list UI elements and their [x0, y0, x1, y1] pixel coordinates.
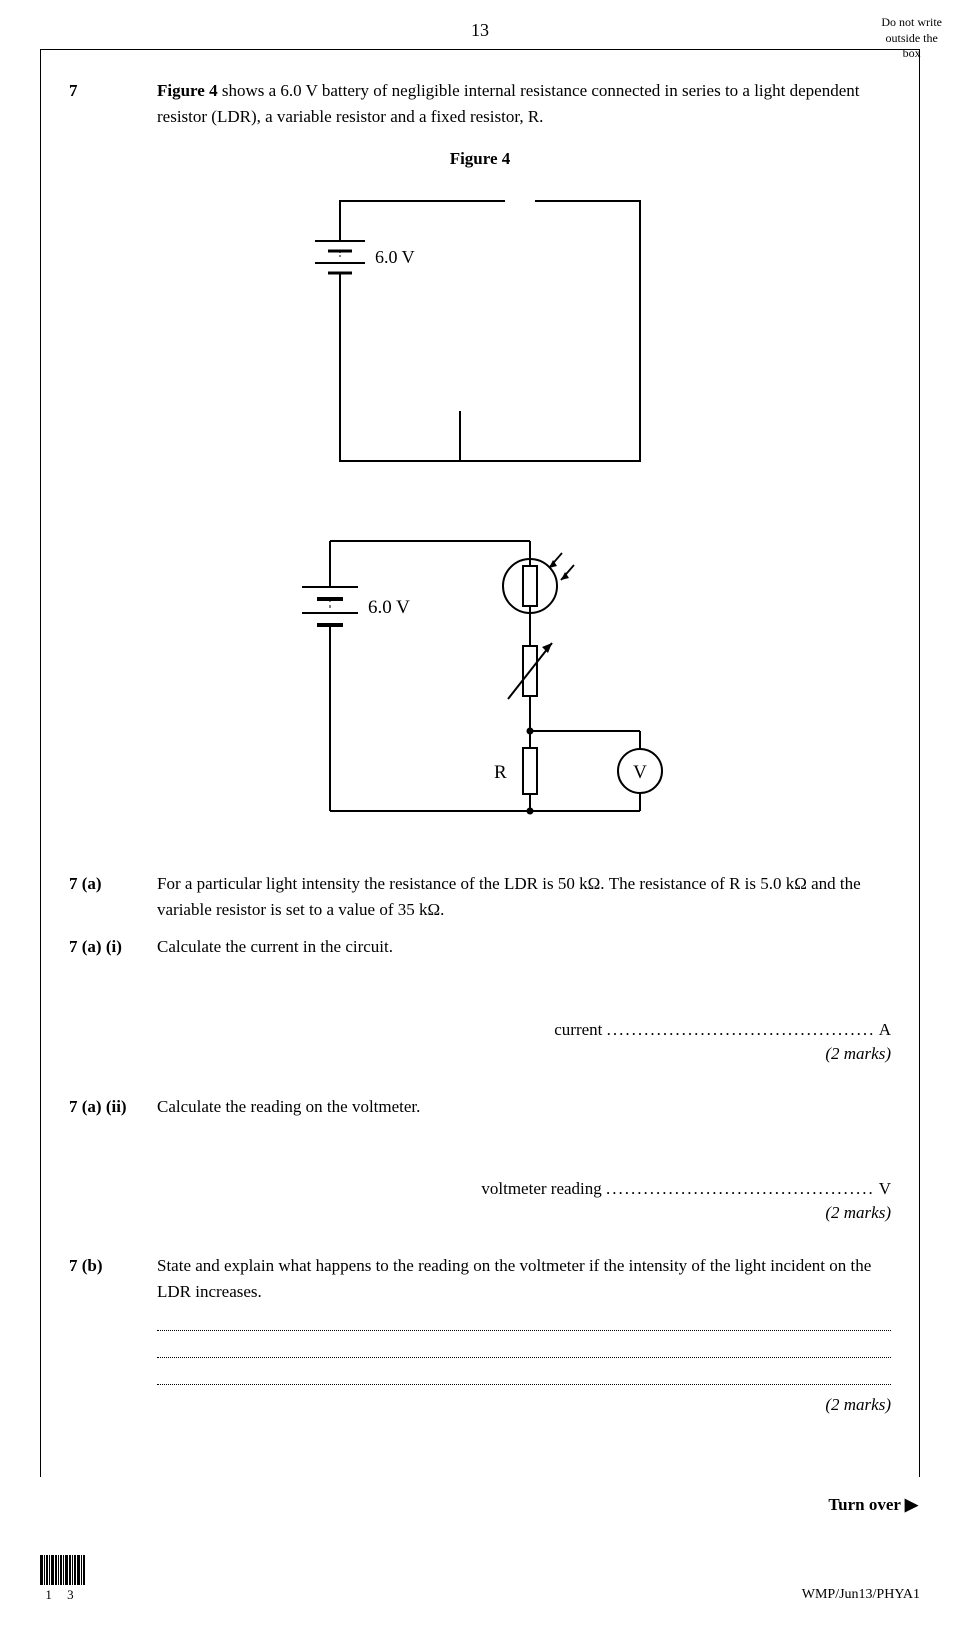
footer: 1 3 WMP/Jun13/PHYA1	[40, 1555, 920, 1603]
answer-line-2	[157, 1357, 891, 1358]
answer-current: current ................................…	[69, 1020, 891, 1040]
wire-bottom-left	[340, 276, 460, 461]
q7ai-text: Calculate the current in the circuit.	[157, 934, 891, 960]
q7-intro-body: Figure 4 shows a 6.0 V battery of neglig…	[157, 78, 891, 129]
circuit-svg: 6.0 V	[260, 181, 700, 491]
q7aii: 7 (a) (ii) Calculate the reading on the …	[69, 1094, 891, 1120]
answer-line-3	[157, 1384, 891, 1385]
q7b-marks: (2 marks)	[69, 1395, 891, 1415]
circuit-diagram-2: 6.0 V	[69, 521, 891, 841]
q7ai-number: 7 (a) (i)	[69, 934, 157, 960]
paper-reference: WMP/Jun13/PHYA1	[802, 1587, 920, 1603]
q7b-text: State and explain what happens to the re…	[157, 1253, 891, 1304]
q7-intro: 7 Figure 4 shows a 6.0 V battery of negl…	[69, 78, 891, 129]
answer-line-1	[157, 1330, 891, 1331]
current-label: current	[554, 1020, 602, 1039]
battery-text: 6.0 V	[368, 597, 410, 618]
q7b: 7 (b) State and explain what happens to …	[69, 1253, 891, 1304]
current-dots: ........................................…	[607, 1020, 876, 1039]
wire-top-right	[340, 201, 640, 461]
battery-label: 6.0 V	[375, 247, 415, 267]
answer-voltmeter: voltmeter reading ......................…	[69, 1179, 891, 1199]
question-box: 7 Figure 4 shows a 6.0 V battery of negl…	[40, 49, 920, 1477]
barcode-text: 1 3	[45, 1587, 79, 1603]
q7a-number: 7 (a)	[69, 871, 157, 922]
margin-note-l2: outside the	[886, 31, 938, 45]
volt-marks: (2 marks)	[69, 1203, 891, 1223]
barcode: 1 3	[40, 1555, 85, 1603]
q7-number: 7	[69, 78, 157, 129]
q7aii-text: Calculate the reading on the voltmeter.	[157, 1094, 891, 1120]
volt-unit: V	[879, 1179, 891, 1198]
q7a: 7 (a) For a particular light intensity t…	[69, 871, 891, 922]
circuit-svg-main: 6.0 V	[240, 521, 720, 841]
q7ai: 7 (a) (i) Calculate the current in the c…	[69, 934, 891, 960]
q7aii-number: 7 (a) (ii)	[69, 1094, 157, 1120]
margin-note-l1: Do not write	[881, 15, 942, 29]
var-resistor-arrow-head	[542, 643, 552, 653]
q7a-text: For a particular light intensity the res…	[157, 871, 891, 922]
current-marks: (2 marks)	[69, 1044, 891, 1064]
page-number: 13	[40, 20, 920, 41]
volt-dots: ........................................…	[606, 1179, 875, 1198]
turn-over: Turn over ▶	[40, 1495, 920, 1515]
volt-label: voltmeter reading	[481, 1179, 601, 1198]
voltmeter-label: V	[633, 762, 647, 783]
fixed-resistor	[523, 748, 537, 794]
resistor-label: R	[494, 762, 507, 783]
figure-caption: Figure 4	[69, 149, 891, 169]
q7-intro-text: shows a 6.0 V battery of negligible inte…	[157, 81, 860, 126]
circuit-diagram: 6.0 V	[69, 181, 891, 491]
figure-ref: Figure 4	[157, 81, 218, 100]
ldr-box	[523, 566, 537, 606]
q7b-number: 7 (b)	[69, 1253, 157, 1304]
barcode-bars	[40, 1555, 85, 1585]
current-unit: A	[879, 1020, 891, 1039]
